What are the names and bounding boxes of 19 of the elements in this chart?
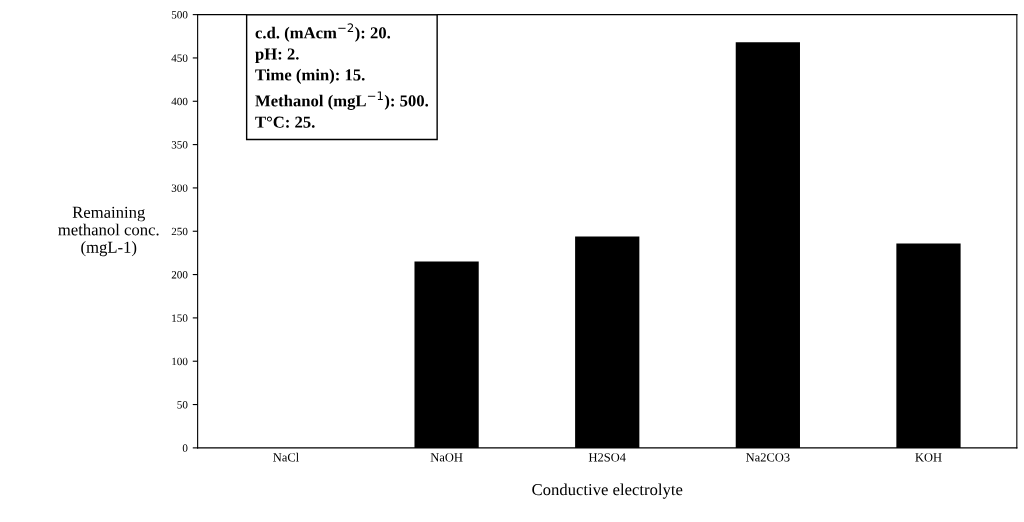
y-tick-label: 0 xyxy=(182,444,188,452)
x-tick-label: Na2CO3 xyxy=(746,453,790,462)
x-tick-label: NaCl xyxy=(273,452,299,462)
y-tick-label: 400 xyxy=(171,97,188,106)
x-tick-label: H2SO4 xyxy=(588,453,626,462)
y-axis-title: Remaining methanol conc. (mgL-1) xyxy=(58,206,159,257)
x-tick-label: NaOH xyxy=(430,453,463,462)
x-axis-title: Conductive electrolyte xyxy=(532,483,683,499)
y-tick-label: 250 xyxy=(171,227,188,236)
y-tick-label: 500 xyxy=(171,11,188,19)
text: c.d. (mAcm$^{−2}$): 20. pH: 2. Time (min): 15. Methanol (mgL$^{−1}$): 500. T°C: 25. xyxy=(255,23,429,128)
y-tick-label: 300 xyxy=(171,184,188,192)
y-tick-label: 100 xyxy=(172,357,188,366)
y-tick-label: 450 xyxy=(171,54,188,62)
y-tick-label: 50 xyxy=(177,401,188,409)
y-tick-label: 350 xyxy=(171,141,188,149)
x-tick-label: KOH xyxy=(915,453,942,462)
y-tick-label: 200 xyxy=(171,271,188,279)
y-tick-label: 150 xyxy=(172,314,188,322)
